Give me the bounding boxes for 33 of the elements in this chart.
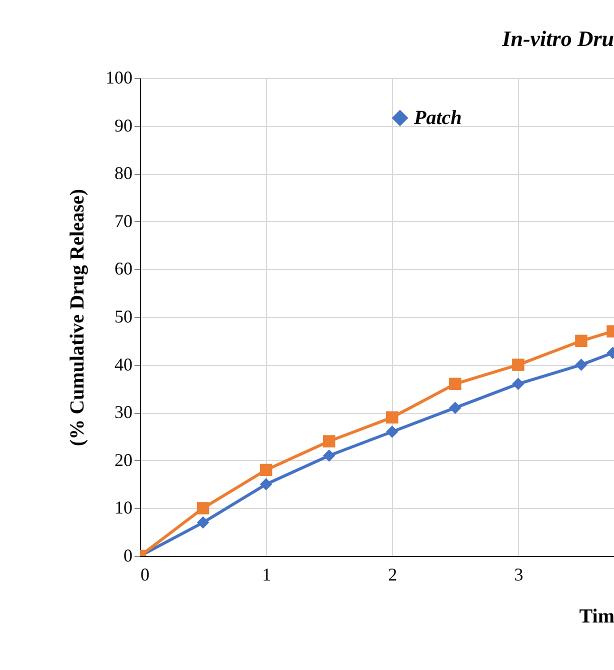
point [386, 411, 398, 424]
x-tick-label: 2 [388, 564, 398, 584]
point [512, 378, 524, 390]
x-tick-label: 3 [514, 564, 524, 584]
point [386, 426, 398, 438]
point [260, 464, 272, 476]
y-tick-label: 80 [114, 163, 132, 184]
y-axis-title: (% Cumulative Drug Release) [66, 188, 88, 446]
x-tick-label: 1 [262, 564, 272, 584]
x-axis-title: Tim [579, 606, 614, 628]
y-tick-label: 90 [114, 115, 132, 136]
point [260, 478, 272, 490]
y-tick-label: 40 [114, 354, 132, 374]
y-tick-label: 50 [114, 306, 132, 326]
chart-title: In-vitro Dru [501, 26, 614, 51]
point [449, 402, 462, 414]
y-tick-label: 0 [124, 546, 132, 566]
point [196, 502, 210, 514]
y-tick-label: 30 [114, 402, 132, 422]
y-tick-label: 100 [106, 68, 132, 88]
y-tick-label: 60 [114, 258, 132, 279]
point [449, 378, 462, 390]
point [512, 358, 524, 371]
x-tick-label: 0 [140, 564, 150, 584]
y-tick-label: 70 [114, 210, 132, 231]
y-tick-label: 10 [114, 498, 132, 518]
point [196, 516, 210, 529]
point [575, 334, 588, 348]
point [322, 435, 336, 448]
point [322, 449, 336, 462]
point [575, 358, 588, 371]
y-tick-label: 20 [114, 450, 132, 470]
legend-label: Patch [413, 107, 462, 129]
